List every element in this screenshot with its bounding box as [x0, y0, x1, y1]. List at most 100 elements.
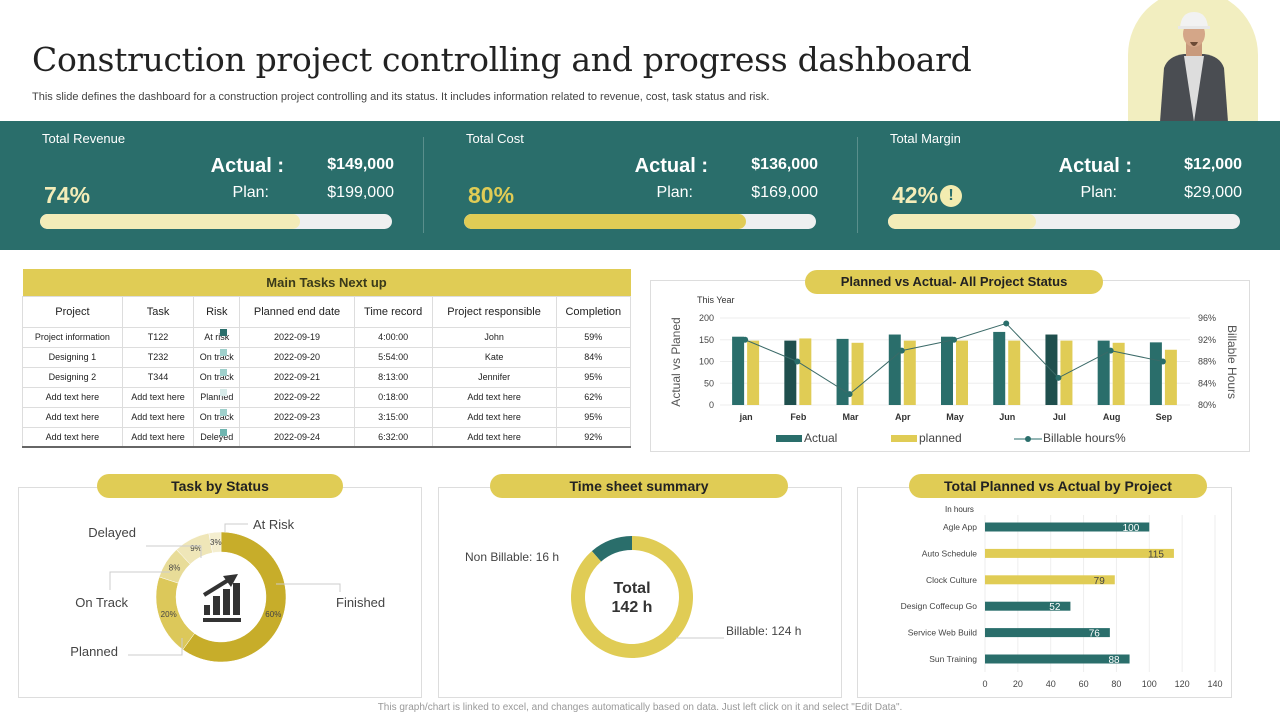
task-status-chart: 60% Finished 20% Planned 8% On Track 9% Delayed…: [70, 517, 385, 663]
cell-text: Add text here: [467, 392, 521, 402]
leader-line: [109, 571, 170, 590]
cell-text: Add text here: [45, 392, 100, 402]
table-cell: 8:13:00: [353, 366, 433, 388]
plan-value: $169,000: [751, 184, 818, 201]
plan-label: Plan:: [1080, 184, 1117, 201]
cell-text: 4:00:00: [378, 332, 409, 342]
legend-actual: Actual: [804, 431, 837, 445]
x-tick-label: May: [946, 412, 964, 422]
column-header: Time record: [353, 295, 433, 328]
billable-point: [794, 358, 801, 365]
cell-text: Add text here: [45, 431, 100, 442]
x-tick-label: jan: [739, 412, 753, 422]
y2-tick-label: 88%: [1198, 357, 1216, 367]
billable-point: [742, 336, 749, 343]
table-cell: 6:32:00: [353, 426, 433, 448]
actual-label: Actual :: [1058, 155, 1132, 177]
task-status-panel: [18, 487, 422, 698]
risk-indicator: [220, 408, 228, 416]
project-bar: [985, 575, 1115, 585]
kpi-progress-fill: [40, 214, 301, 229]
kpi-card: Total Revenue 74% Actual : $149,000 Plan: $19…: [40, 121, 396, 250]
kpi-progress-fill: [888, 214, 1036, 229]
cell-text: Designing 2: [48, 372, 97, 382]
y-tick-label: 200: [699, 313, 714, 323]
billable-label: Billable: 124 h: [726, 624, 801, 638]
slice-value-label: 60%: [265, 610, 281, 619]
table-cell: Add text here: [431, 386, 557, 408]
billable-point: [1107, 347, 1114, 354]
slice-value-label: 9%: [190, 544, 202, 553]
billable-slice: [571, 536, 693, 658]
planned-bar: [903, 340, 916, 405]
bar-value-label: 79: [1094, 576, 1106, 587]
cell-text: Add text here: [45, 412, 100, 422]
actual-bar: [784, 340, 797, 405]
cell-text: At risk: [204, 332, 230, 342]
column-header: Planned end date: [239, 295, 355, 328]
non-billable-slice: [591, 536, 632, 562]
cell-text: 0:18:00: [378, 392, 409, 402]
table-cell: 2022-09-20: [239, 346, 355, 368]
cell-text: 2022-09-21: [274, 372, 321, 382]
cell-text: Jennifer: [478, 372, 511, 382]
actual-bar: [1045, 334, 1058, 405]
planned-bar: [1112, 342, 1125, 405]
project-bar: [985, 548, 1174, 558]
x-tick-label: Sep: [1156, 412, 1173, 422]
actual-bar: [836, 338, 849, 405]
table-cell: 59%: [555, 326, 632, 348]
kpi-percent-value: 80%: [468, 182, 515, 208]
cell-text: Add text here: [131, 412, 185, 422]
non-billable-label: Non Billable: 16 h: [465, 550, 559, 564]
x-tick-label: Mar: [843, 412, 860, 422]
cell-text: T232: [147, 352, 169, 362]
cell-text: 62%: [584, 392, 603, 402]
column-header: Project: [22, 295, 123, 328]
cell-text: 6:32:00: [378, 431, 409, 442]
slice-value-label: 8%: [169, 564, 181, 573]
kpi-progress-fill: [464, 214, 746, 229]
cell-text: 2022-09-20: [274, 352, 321, 362]
cell-text: 3:15:00: [378, 412, 409, 422]
plan-label: Plan:: [232, 184, 269, 201]
cell-text: 2022-09-22: [274, 392, 321, 402]
risk-indicator: [220, 348, 228, 356]
y2-tick-label: 96%: [1198, 313, 1216, 323]
kpi-percent-value: 42%: [892, 182, 939, 208]
kpi-progress-bar: [888, 214, 1240, 229]
kpi-percent: 42%!: [892, 182, 963, 209]
actual-bar: [941, 336, 953, 405]
category-label: Sun Training: [929, 654, 977, 664]
divider: [857, 137, 858, 233]
legend-billable: Billable hours%: [1043, 431, 1126, 445]
kpi-percent: 74%: [44, 182, 90, 209]
y2-axis-label: Billable Hours: [1225, 325, 1239, 399]
cell-text: Planned: [200, 392, 234, 402]
actual-label: Actual :: [634, 155, 708, 177]
kpi-percent-value: 74%: [44, 182, 91, 208]
y-tick-label: 0: [709, 400, 714, 410]
table-cell: T232: [121, 346, 195, 368]
x-tick-label: Jun: [999, 412, 1015, 422]
y2-tick-label: 80%: [1198, 400, 1216, 410]
column-header: Project responsible: [431, 295, 557, 328]
table-cell: Add text here: [22, 406, 123, 428]
table-cell: T122: [121, 326, 195, 348]
risk-indicator: [220, 388, 228, 396]
kpi-label: Total Cost: [466, 131, 524, 146]
project-bar: [985, 654, 1130, 664]
cell-text: Deleyed: [200, 431, 234, 442]
table-cell: Jennifer: [431, 366, 557, 388]
legend-billable-marker: [1025, 436, 1031, 442]
table-cell: 95%: [555, 406, 632, 428]
legend-planned: planned: [919, 431, 962, 445]
cell-text: T344: [147, 372, 169, 382]
bar-value-label: 76: [1089, 629, 1101, 640]
cell-text: On track: [199, 352, 234, 362]
table-cell: 2022-09-21: [239, 366, 355, 388]
y2-tick-label: 92%: [1198, 335, 1216, 345]
project-bar: [985, 601, 1071, 611]
category-label: Service Web Build: [908, 628, 978, 638]
actual-bar: [1149, 342, 1162, 405]
